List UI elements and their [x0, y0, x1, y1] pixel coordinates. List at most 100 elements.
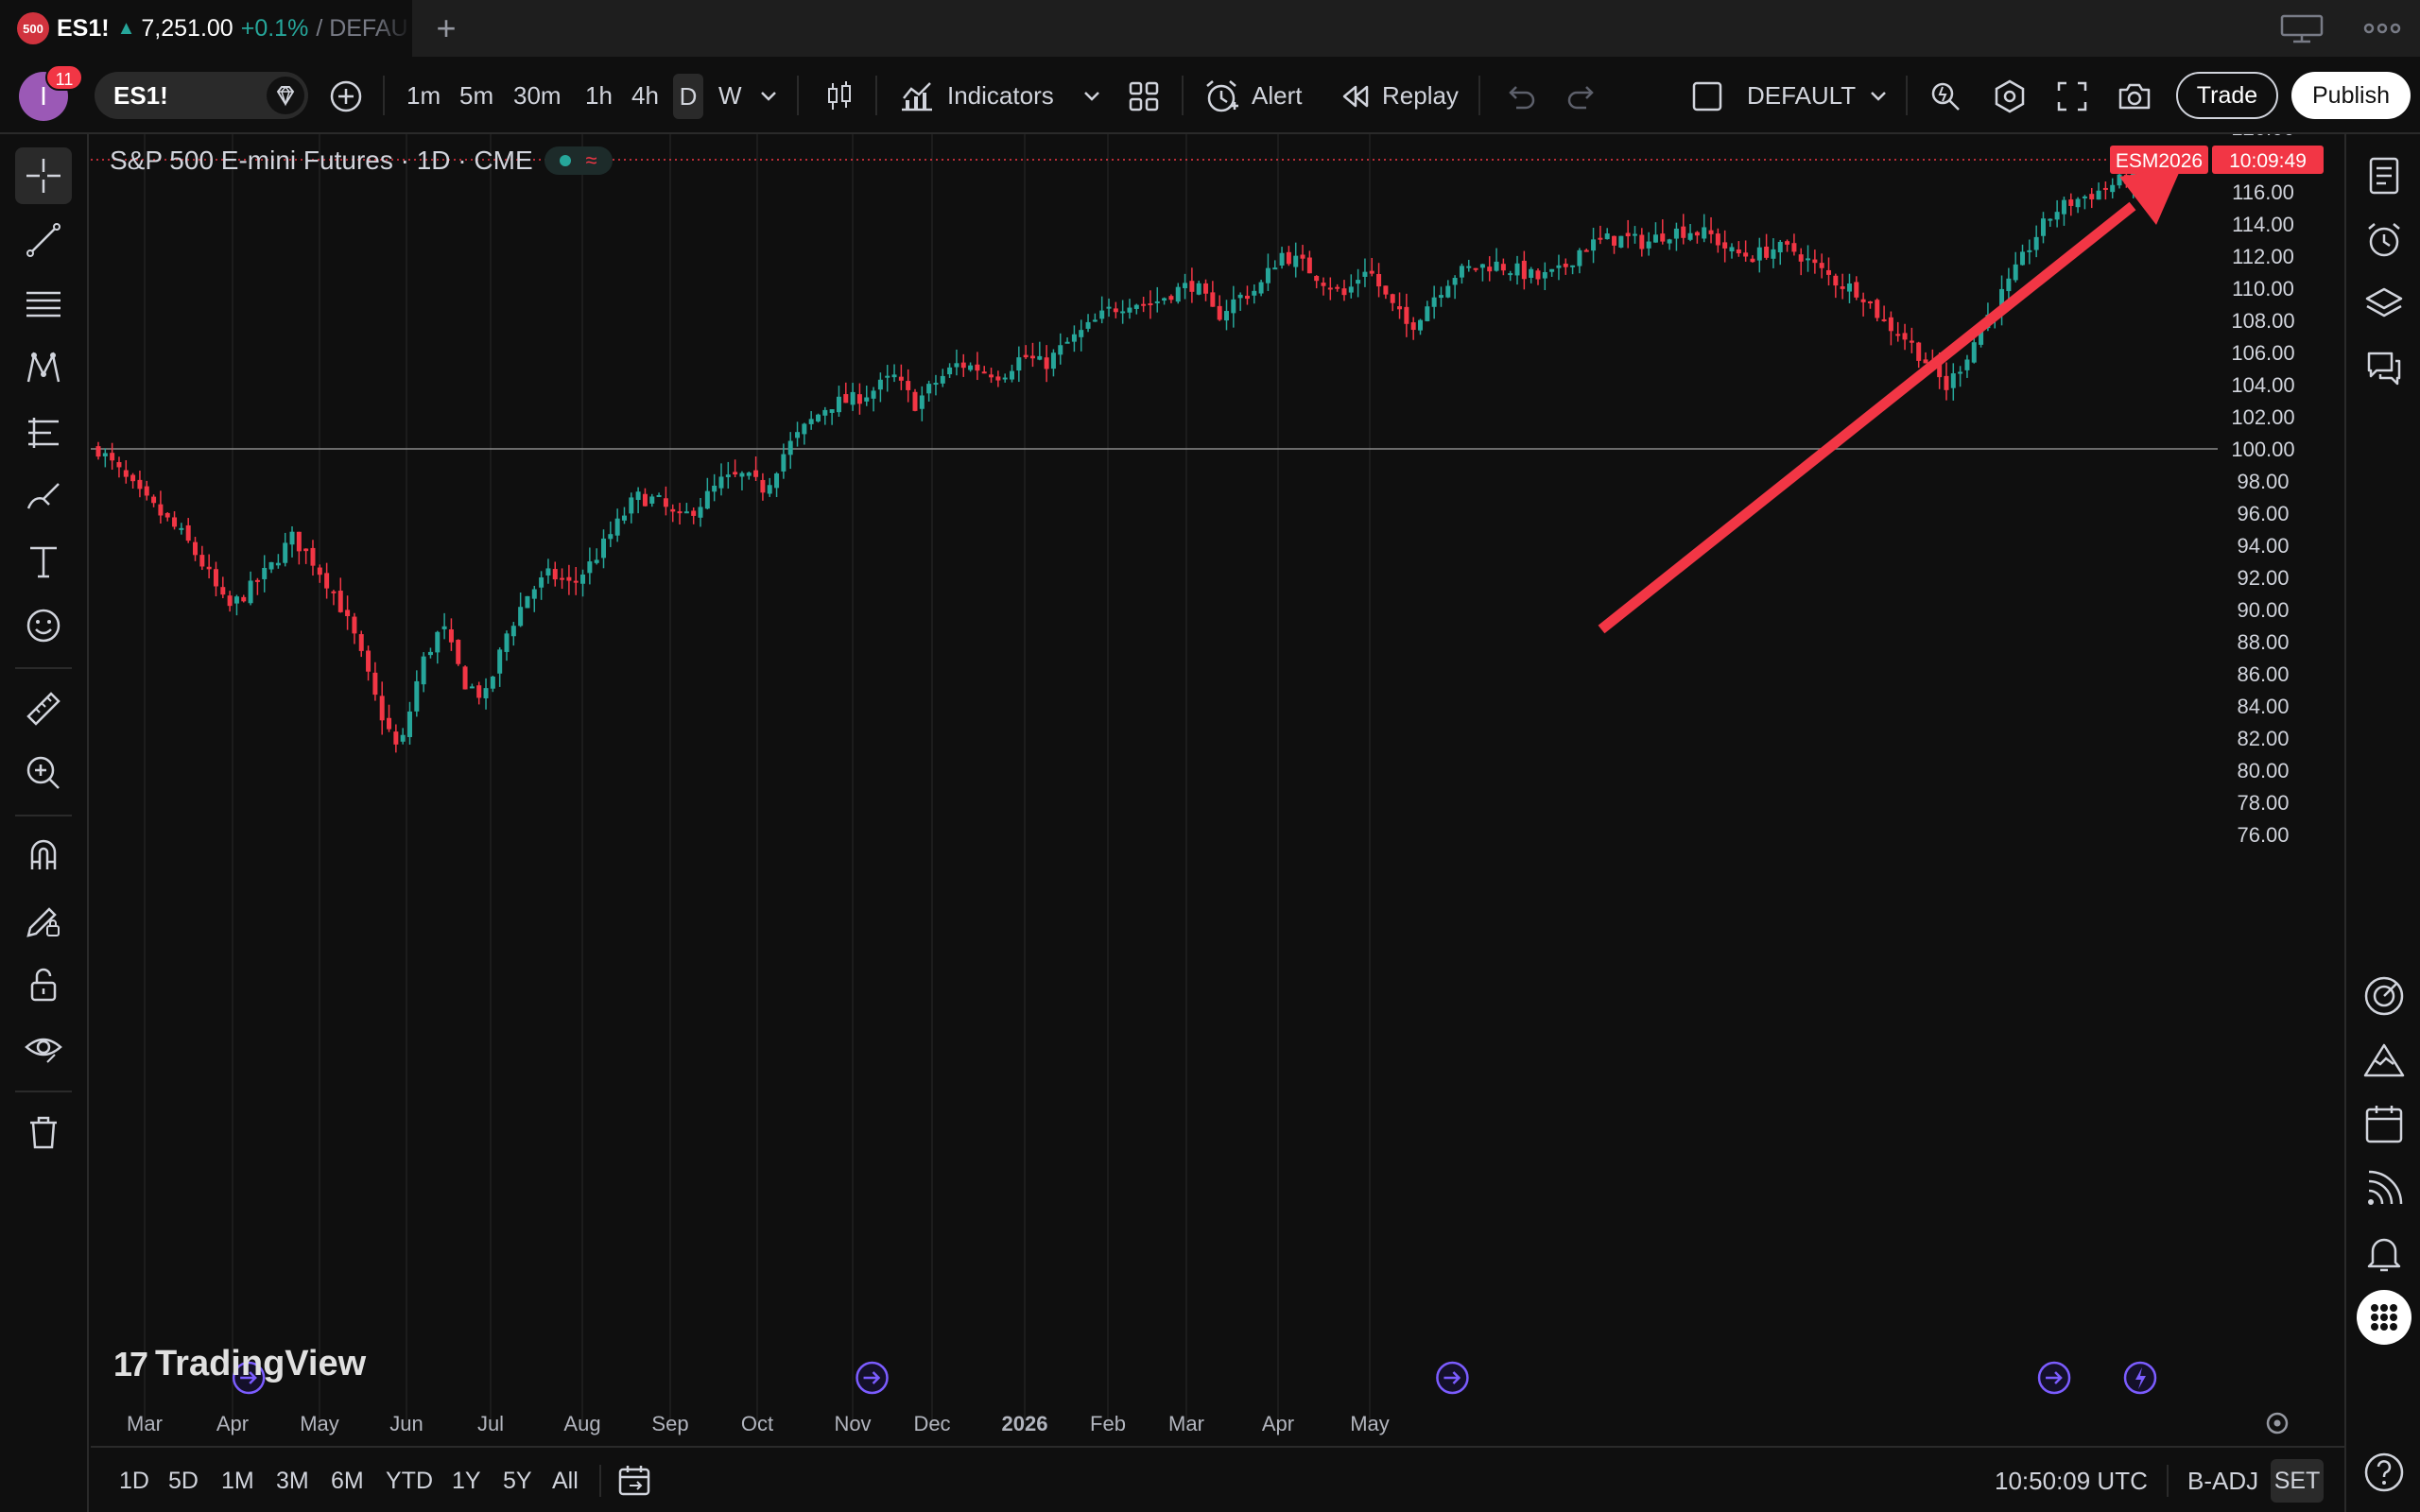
range-5d[interactable]: 5D: [168, 1468, 199, 1494]
ideas-button[interactable]: [2356, 1032, 2412, 1089]
range-1d[interactable]: 1D: [119, 1468, 149, 1494]
new-tab-plus-icon[interactable]: +: [436, 9, 457, 47]
candle: [172, 511, 178, 530]
range-6m[interactable]: 6M: [331, 1468, 364, 1494]
screener-button[interactable]: [2356, 968, 2412, 1024]
more-options-icon[interactable]: [2363, 13, 2401, 43]
range-ytd[interactable]: YTD: [386, 1468, 433, 1494]
alert-clock-icon[interactable]: [1202, 77, 1240, 115]
interval-1h[interactable]: 1h: [585, 81, 613, 110]
range-1y[interactable]: 1Y: [452, 1468, 481, 1494]
candle: [1646, 232, 1651, 256]
layout-square-icon[interactable]: [1688, 77, 1726, 115]
candle-body: [815, 414, 821, 421]
dividend-marker-icon: [2037, 1361, 2071, 1395]
trend-line-tool[interactable]: [15, 212, 72, 268]
candle-body: [1058, 345, 1063, 355]
camera-icon[interactable]: [2116, 77, 2153, 115]
redo-icon[interactable]: [1564, 77, 1601, 115]
replay-icon[interactable]: [1337, 77, 1374, 115]
magnet-tool[interactable]: [15, 828, 72, 885]
text-tool[interactable]: [15, 533, 72, 590]
interval-5m[interactable]: 5m: [459, 81, 494, 110]
interval-1m[interactable]: 1m: [406, 81, 441, 110]
measure-tool[interactable]: [15, 680, 72, 737]
utc-clock[interactable]: 10:50:09 UTC: [1995, 1467, 2148, 1495]
annotation-arrow[interactable]: [1598, 166, 2182, 634]
range-1m[interactable]: 1M: [221, 1468, 254, 1494]
range-all[interactable]: All: [552, 1468, 579, 1494]
alerts-button[interactable]: [2356, 212, 2412, 268]
candle: [843, 382, 849, 404]
candle: [601, 529, 607, 569]
candle-body: [981, 371, 987, 374]
quick-search-icon[interactable]: [1927, 77, 1964, 115]
stay-drawing-tool[interactable]: [15, 892, 72, 949]
gem-icon[interactable]: [267, 77, 304, 114]
interval-4h[interactable]: 4h: [631, 81, 659, 110]
interval-d-selected[interactable]: D: [673, 74, 703, 119]
interval-w[interactable]: W: [718, 81, 742, 110]
chevron-down-icon[interactable]: [1862, 79, 1894, 112]
market-status-pill[interactable]: ≈: [544, 146, 613, 175]
candle: [1410, 317, 1416, 340]
axis-settings-gear-icon[interactable]: [2266, 1412, 2289, 1435]
crosshair-tool[interactable]: [15, 147, 72, 204]
indicators-icon[interactable]: [898, 77, 936, 115]
chevron-down-icon[interactable]: [1076, 79, 1108, 112]
emoji-tool[interactable]: [15, 597, 72, 654]
notifications-button[interactable]: [2356, 1225, 2412, 1281]
chart-legend[interactable]: S&P 500 E-mini Futures · 1D · CME ≈: [110, 146, 613, 176]
pattern-tool[interactable]: [15, 340, 72, 397]
interval-30m[interactable]: 30m: [513, 81, 562, 110]
range-3m[interactable]: 3M: [276, 1468, 309, 1494]
fib-tool[interactable]: [15, 276, 72, 333]
hide-drawings-tool[interactable]: [15, 1021, 72, 1077]
help-button[interactable]: [2356, 1444, 2412, 1501]
price-chart[interactable]: 122.00120.00116.00114.00112.00110.00108.…: [91, 84, 2341, 1446]
products-menu-button[interactable]: [2356, 1289, 2412, 1346]
zoom-tool[interactable]: [15, 745, 72, 801]
object-tree-button[interactable]: [2356, 276, 2412, 333]
publish-button[interactable]: Publish: [2291, 72, 2411, 119]
tradingview-watermark[interactable]: 17 TradingView: [113, 1344, 366, 1384]
candle: [1681, 214, 1686, 245]
brush-tool[interactable]: [15, 469, 72, 525]
candle: [753, 456, 759, 482]
layout-name[interactable]: DEFAULT: [1747, 81, 1857, 110]
chart-pane[interactable]: 122.00120.00116.00114.00112.00110.00108.…: [91, 84, 2341, 1446]
candle-body: [1673, 228, 1679, 239]
trade-button[interactable]: Trade: [2176, 72, 2278, 119]
candle-body: [1867, 301, 1873, 303]
watchlist-button[interactable]: [2356, 147, 2412, 204]
symbol-search[interactable]: ES1!: [95, 72, 308, 119]
goto-date-calendar-icon[interactable]: [616, 1463, 652, 1499]
news-stream-button[interactable]: [2356, 1160, 2412, 1217]
candle-body: [1681, 226, 1686, 238]
candle-body: [1029, 355, 1035, 359]
candles-icon[interactable]: [821, 77, 858, 115]
candle: [1598, 225, 1603, 245]
indicators-button[interactable]: Indicators: [947, 81, 1054, 110]
back-adjust-toggle[interactable]: B-ADJ: [2187, 1467, 2259, 1495]
compare-add-icon[interactable]: [327, 77, 365, 115]
candle-body: [767, 485, 772, 494]
templates-grid-icon[interactable]: [1125, 77, 1163, 115]
session-toggle[interactable]: SET: [2271, 1459, 2324, 1503]
alert-button[interactable]: Alert: [1252, 81, 1303, 110]
monitor-icon[interactable]: [2280, 13, 2324, 43]
chats-button[interactable]: [2356, 340, 2412, 397]
chevron-down-icon[interactable]: [752, 79, 785, 112]
remove-drawings-tool[interactable]: [15, 1104, 72, 1160]
candle-body: [1639, 234, 1645, 249]
undo-icon[interactable]: [1501, 77, 1539, 115]
settings-hex-icon[interactable]: [1991, 77, 2029, 115]
chart-tab[interactable]: 500 ES1! ▲ 7,251.00 +0.1% / DEFAU: [0, 0, 412, 57]
lock-drawings-tool[interactable]: [15, 956, 72, 1013]
candle: [1895, 321, 1901, 342]
fullscreen-icon[interactable]: [2053, 77, 2091, 115]
range-5y[interactable]: 5Y: [503, 1468, 532, 1494]
forecast-tool[interactable]: [15, 404, 72, 461]
replay-button[interactable]: Replay: [1382, 81, 1459, 110]
calendar-button[interactable]: [2356, 1096, 2412, 1153]
